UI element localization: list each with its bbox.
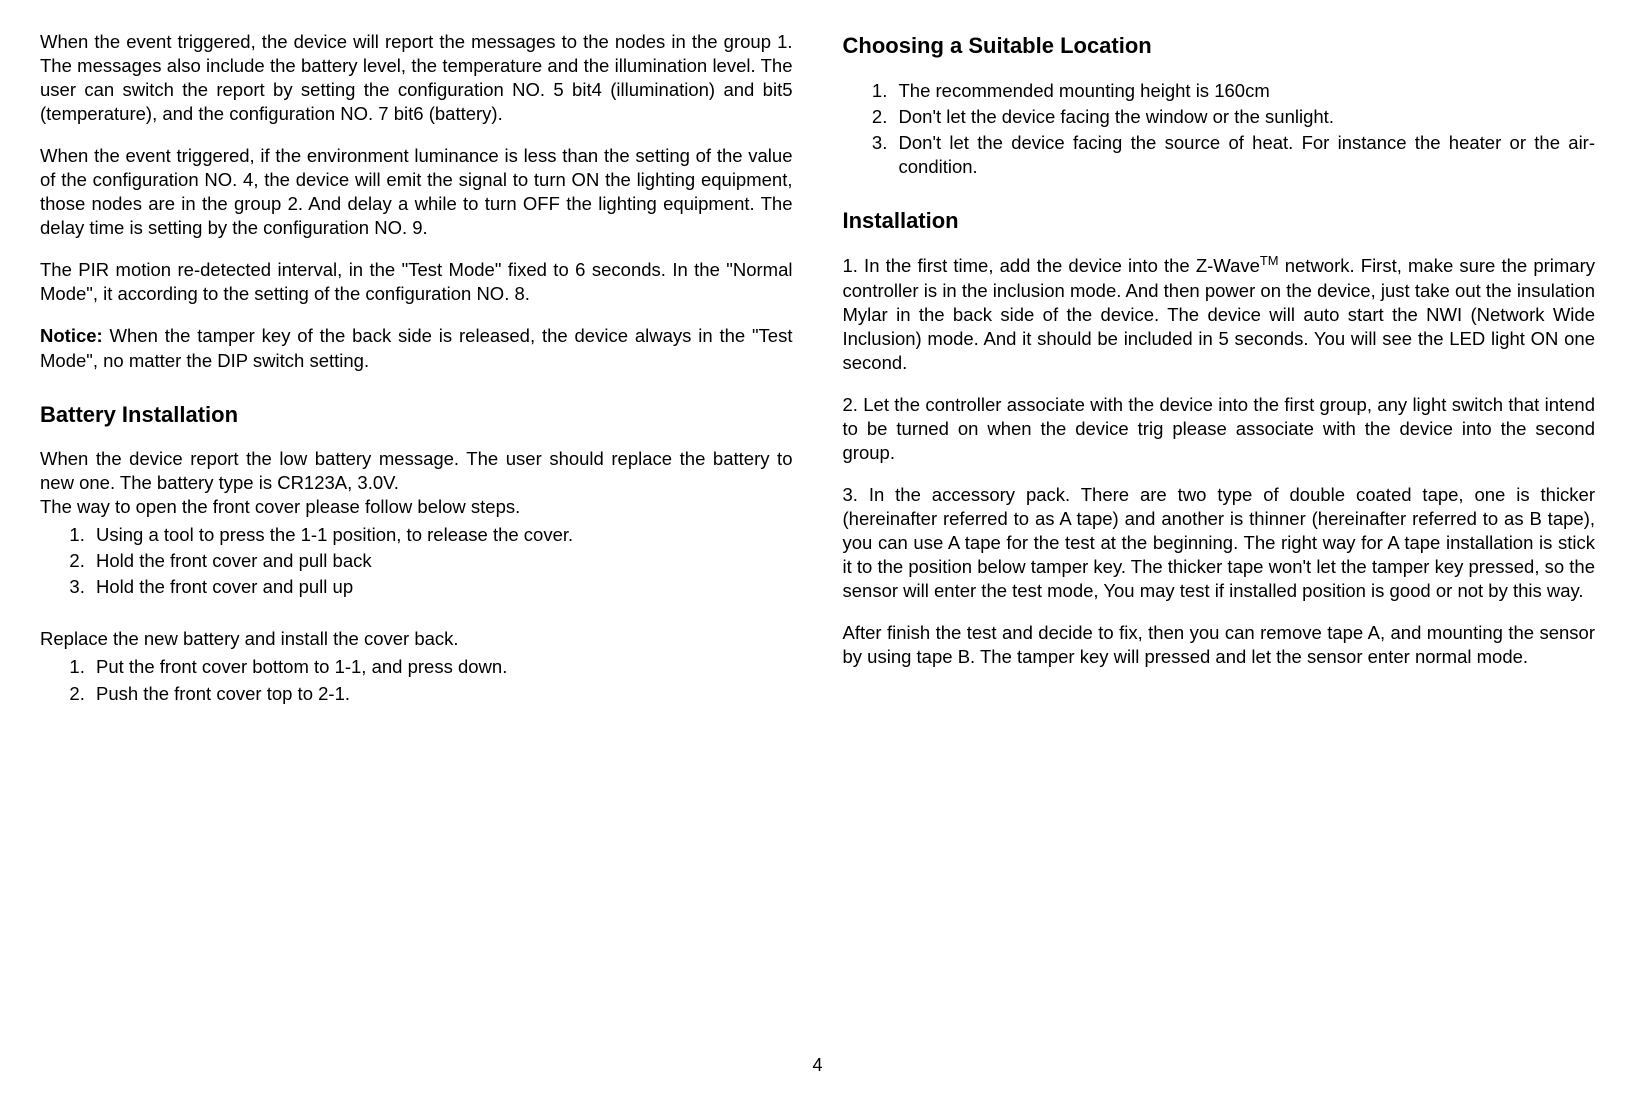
paragraph: 2. Let the controller associate with the… [843,393,1596,465]
paragraph: The PIR motion re-detected interval, in … [40,258,793,306]
notice-paragraph: Notice: When the tamper key of the back … [40,324,793,372]
list-item: Push the front cover top to 2-1. [90,682,793,706]
two-column-layout: When the event triggered, the device wil… [40,30,1595,1044]
list-item: Hold the front cover and pull back [90,549,793,573]
list-item: Using a tool to press the 1-1 position, … [90,523,793,547]
paragraph: The way to open the front cover please f… [40,495,793,519]
list-item: The recommended mounting height is 160cm [893,79,1596,103]
section-heading: Battery Installation [40,401,793,430]
list-item: Put the front cover bottom to 1-1, and p… [90,655,793,679]
paragraph: When the event triggered, if the environ… [40,144,793,240]
left-column: When the event triggered, the device wil… [40,30,793,1044]
ordered-list: Using a tool to press the 1-1 position, … [40,523,793,599]
paragraph: 1. In the first time, add the device int… [843,253,1596,374]
notice-text: When the tamper key of the back side is … [40,325,793,370]
paragraph: 3. In the accessory pack. There are two … [843,483,1596,603]
list-item: Hold the front cover and pull up [90,575,793,599]
section-heading: Choosing a Suitable Location [843,32,1596,61]
paragraph: Replace the new battery and install the … [40,627,793,651]
paragraph: When the event triggered, the device wil… [40,30,793,126]
ordered-list: Put the front cover bottom to 1-1, and p… [40,655,793,705]
text: 1. In the first time, add the device int… [843,256,1260,277]
ordered-list: The recommended mounting height is 160cm… [843,79,1596,179]
paragraph-group: When the device report the low battery m… [40,447,793,519]
section-heading: Installation [843,207,1596,236]
notice-label: Notice: [40,325,103,346]
page-number: 4 [40,1054,1595,1077]
list-item: Don't let the device facing the source o… [893,131,1596,179]
right-column: Choosing a Suitable Location The recomme… [843,30,1596,1044]
trademark-superscript: TM [1260,253,1279,268]
paragraph: After finish the test and decide to fix,… [843,621,1596,669]
paragraph: When the device report the low battery m… [40,447,793,495]
list-item: Don't let the device facing the window o… [893,105,1596,129]
